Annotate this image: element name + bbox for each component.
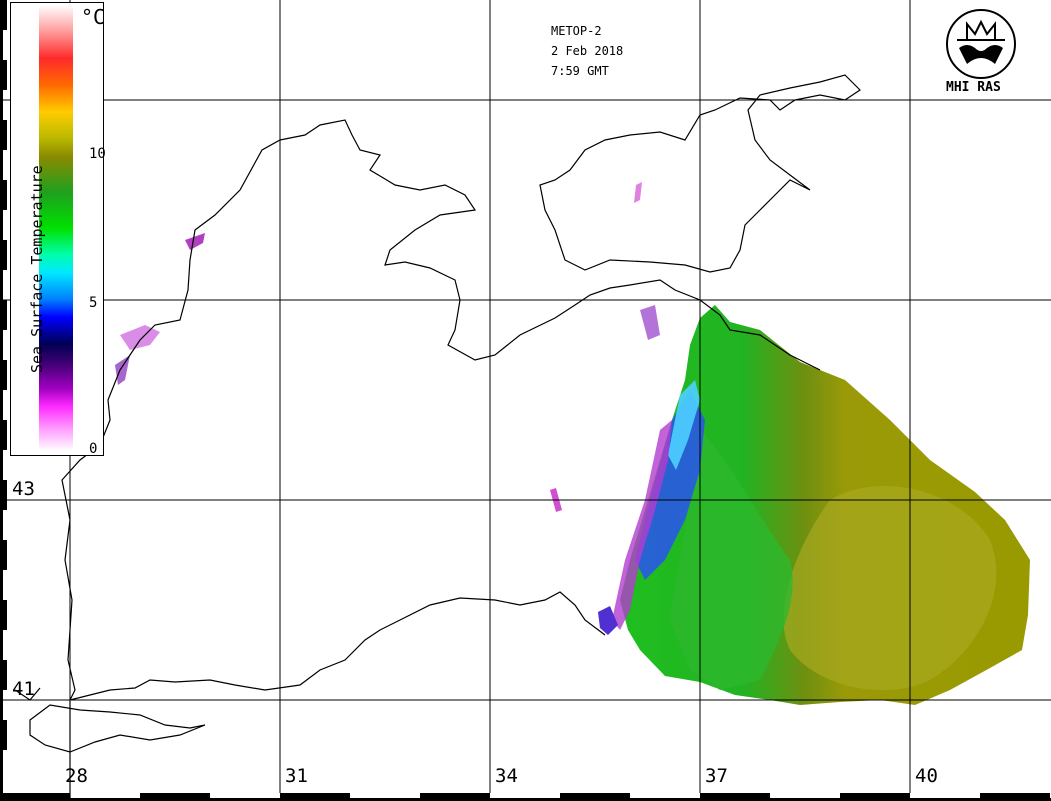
lon-label-37: 37	[705, 765, 728, 787]
satellite-name: METOP-2	[551, 24, 602, 38]
sst-patch-south	[598, 606, 618, 635]
sst-mid-band	[670, 430, 793, 690]
sst-edge-purple	[612, 420, 672, 630]
sst-patch-west-3	[115, 355, 130, 385]
sst-warm-swirl	[783, 485, 997, 690]
organization-label: MHI RAS	[946, 80, 1001, 95]
sst-patch-azov	[634, 182, 642, 203]
sst-patch-west-1	[185, 233, 205, 250]
mhi-logo	[946, 9, 1016, 79]
legend-unit: °C	[81, 5, 106, 29]
legend-tick-5: 5	[89, 295, 98, 311]
legend-title: Sea Surface Temperature	[28, 165, 46, 373]
scale-ruler-bottom	[0, 793, 1051, 801]
color-legend: Sea Surface Temperature °C 10 5 0	[10, 2, 106, 457]
legend-tick-10: 10	[89, 146, 106, 162]
legend-color-bar	[39, 5, 73, 451]
lon-label-31: 31	[285, 765, 308, 787]
legend-title-svg: Sea Surface Temperature	[28, 165, 46, 373]
sst-patch-kerch	[640, 305, 660, 340]
coastline	[14, 74, 861, 800]
image-date: 2 Feb 2018	[551, 44, 624, 58]
legend-tick-0: 0	[89, 441, 98, 457]
sst-patch-west-2	[120, 325, 160, 350]
lon-label-28: 28	[65, 765, 88, 787]
lat-label-41: 41	[12, 678, 35, 700]
scale-ruler-left	[0, 0, 7, 801]
lon-label-40: 40	[915, 765, 938, 787]
sst-cold-streak	[668, 380, 700, 470]
lat-label-43: 43	[12, 478, 35, 500]
lon-label-34: 34	[495, 765, 518, 787]
image-time: 7:59 GMT	[551, 64, 609, 78]
